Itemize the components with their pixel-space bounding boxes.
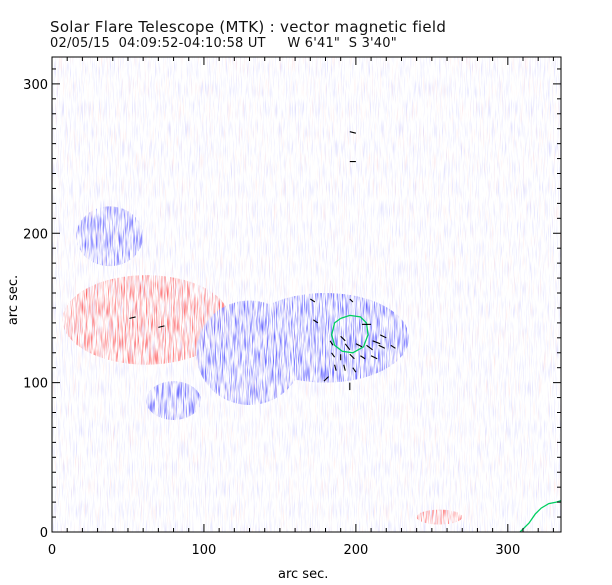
field-vector-21 [370, 355, 378, 360]
field-vector-19 [349, 353, 355, 360]
y-tick-label-300: 300 [23, 78, 48, 93]
field-vector-16 [390, 344, 396, 349]
y-axis-label: arc sec. [6, 274, 21, 326]
field-vector-20 [360, 355, 366, 360]
chart-title: Solar Flare Telescope (MTK) : vector mag… [50, 18, 447, 36]
field-vector-12 [344, 343, 351, 351]
field-vector-3 [349, 298, 354, 303]
field-vector-0 [349, 131, 357, 134]
field-region-negative-3 [146, 381, 201, 420]
plot-frame [51, 56, 562, 533]
field-vector-11 [329, 340, 334, 346]
x-tick-label-200: 200 [343, 543, 368, 558]
y-tick-label-0: 0 [40, 526, 48, 541]
transverse-field-vectors [129, 131, 396, 391]
field-vector-5 [129, 316, 136, 319]
contour-line-0 [330, 314, 369, 354]
field-vector-10 [340, 335, 346, 342]
field-vector-23 [343, 364, 346, 371]
field-vector-13 [355, 343, 363, 348]
field-region-negative-5 [302, 297, 394, 373]
field-region-negative-0 [76, 206, 144, 267]
field-vector-8 [379, 334, 387, 339]
field-vector-15 [378, 344, 385, 349]
contour-line-1 [519, 499, 561, 532]
y-tick-label-200: 200 [23, 227, 48, 242]
chart-subtitle: 02/05/15 04:09:52-04:10:58 UT W 6'41" S … [50, 36, 397, 51]
field-vector-6 [158, 325, 165, 328]
field-vector-2 [309, 298, 316, 303]
field-regions [62, 206, 463, 525]
field-vector-9 [372, 340, 381, 345]
plot-area [52, 57, 561, 532]
field-vector-22 [334, 364, 337, 371]
field-vector-4 [313, 319, 319, 324]
y-tick-label-100: 100 [23, 377, 48, 392]
x-tick-label-300: 300 [495, 543, 520, 558]
field-vector-17 [331, 352, 336, 358]
x-tick-label-0: 0 [48, 543, 56, 558]
x-axis-label: arc sec. [278, 567, 329, 582]
x-axis: 0 100 200 300 [48, 57, 554, 558]
field-vector-25 [323, 376, 329, 382]
field-region-positive-6 [416, 509, 463, 525]
field-region-positive-1 [62, 275, 230, 365]
x-tick-label-100: 100 [192, 543, 217, 558]
field-vector-14 [366, 344, 373, 351]
field-contours [330, 314, 561, 532]
y-axis: 0 100 200 300 [23, 68, 561, 541]
field-vector-24 [352, 367, 357, 373]
